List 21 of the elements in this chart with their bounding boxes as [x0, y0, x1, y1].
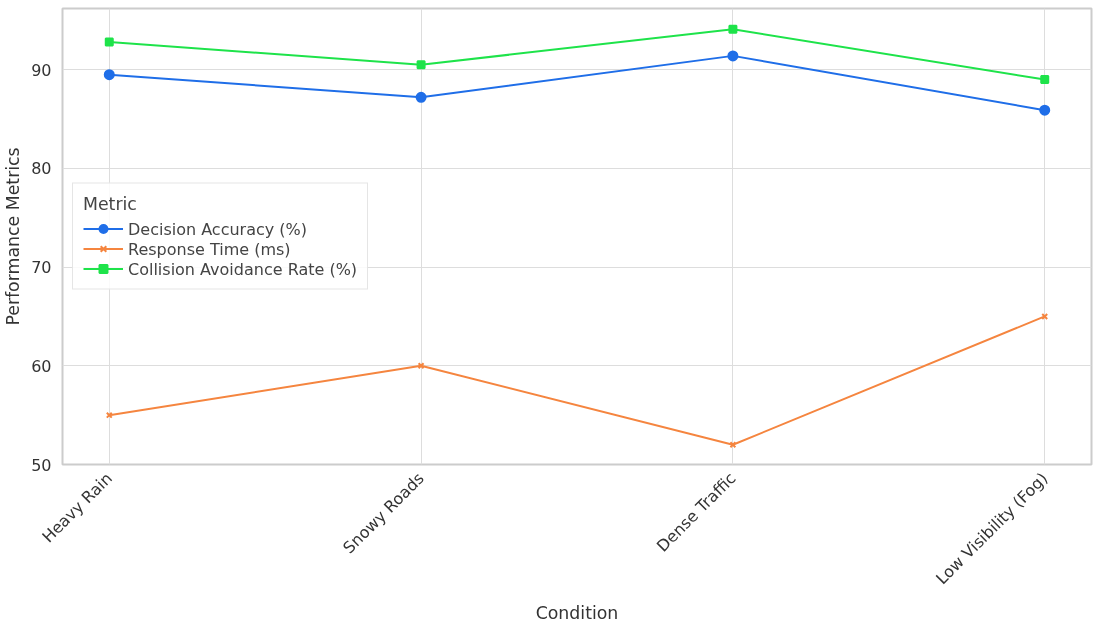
point — [104, 37, 114, 47]
point — [103, 69, 115, 81]
x-axis-title: Condition — [535, 602, 619, 623]
legend-title: Metric — [83, 193, 138, 214]
point — [415, 91, 427, 103]
point — [1040, 75, 1050, 85]
point — [1039, 104, 1051, 116]
point — [727, 50, 739, 62]
legend-label: Decision Accuracy (%) — [128, 219, 308, 238]
legend-label: Response Time (ms) — [128, 239, 291, 258]
point — [729, 441, 737, 449]
y-tick-label: 90 — [31, 60, 52, 80]
y-axis-title: Performance Metrics — [3, 147, 24, 326]
point — [417, 362, 425, 370]
y-tick-label: 50 — [31, 455, 52, 475]
point — [728, 24, 738, 34]
legend-label: Collision Avoidance Rate (%) — [128, 259, 358, 278]
y-tick-label: 80 — [31, 159, 52, 179]
y-tick-label: 70 — [31, 258, 52, 278]
y-tick-label: 60 — [31, 356, 52, 376]
point — [416, 60, 426, 70]
